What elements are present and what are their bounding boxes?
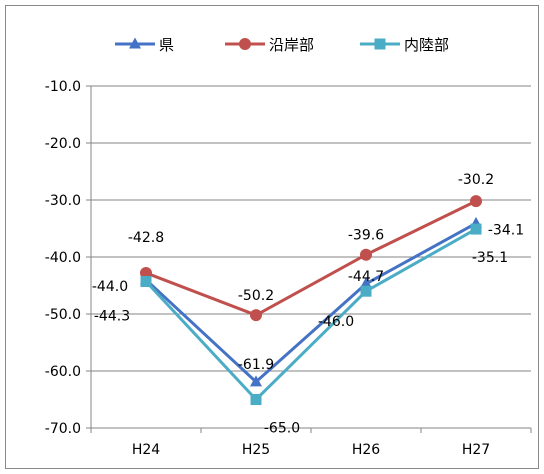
y-tick-label: -50.0 bbox=[45, 307, 81, 323]
y-tick-label: -30.0 bbox=[45, 193, 81, 209]
axes: -10.0 -20.0 -30.0 -40.0 -50.0 -60.0 -70.0 H24 H2… bbox=[45, 79, 532, 458]
data-label: -39.6 bbox=[348, 228, 384, 244]
series-lines bbox=[140, 195, 482, 405]
series-2-point bbox=[470, 195, 482, 208]
y-tick-label: -40.0 bbox=[45, 250, 81, 266]
data-label: -50.2 bbox=[238, 288, 274, 304]
y-tick-label: -10.0 bbox=[45, 79, 81, 95]
data-label: -42.8 bbox=[128, 230, 164, 246]
data-label: -44.0 bbox=[92, 279, 128, 295]
data-label: -44.7 bbox=[348, 269, 384, 285]
data-labels: -44.0 -61.9 -44.7 -34.1 -42.8 -50.2 -39.6 -30.2… bbox=[92, 172, 524, 436]
x-tick-label: H25 bbox=[242, 442, 270, 458]
legend: 県 沿岸部 内陸部 bbox=[115, 36, 449, 54]
series-3-point bbox=[470, 223, 482, 235]
y-tick-label: -60.0 bbox=[45, 364, 81, 380]
series-3-point bbox=[360, 285, 372, 297]
legend-marker bbox=[129, 37, 141, 49]
series-line-2 bbox=[145, 199, 477, 317]
data-label: -65.0 bbox=[264, 421, 300, 437]
series-2-point bbox=[250, 309, 262, 322]
data-label: -30.2 bbox=[458, 172, 494, 188]
chart-border bbox=[5, 5, 539, 469]
legend-item: 内陸部 bbox=[360, 36, 449, 54]
legend-item: 沿岸部 bbox=[225, 36, 314, 54]
y-tick-label: -20.0 bbox=[45, 136, 81, 152]
series-3-point bbox=[250, 394, 262, 405]
legend-marker bbox=[239, 38, 251, 50]
legend-label: 県 bbox=[159, 36, 174, 54]
legend-item: 県 bbox=[115, 36, 174, 54]
y-tick-label: -70.0 bbox=[45, 421, 81, 437]
series-line-1 bbox=[144, 222, 477, 384]
series-2-point bbox=[360, 248, 372, 261]
x-tick-label: H27 bbox=[462, 442, 490, 458]
grid-lines bbox=[91, 85, 531, 372]
data-label: -61.9 bbox=[238, 357, 274, 373]
legend-label: 沿岸部 bbox=[269, 36, 314, 54]
data-label: -34.1 bbox=[488, 222, 524, 238]
series-3-point bbox=[140, 276, 152, 288]
series-line-3 bbox=[144, 227, 477, 401]
data-label: -44.3 bbox=[94, 309, 130, 325]
x-tick-label: H26 bbox=[352, 442, 380, 458]
x-tick-label: H24 bbox=[132, 442, 160, 458]
legend-label: 内陸部 bbox=[404, 36, 449, 54]
series-1-point bbox=[360, 277, 372, 289]
series-1-point bbox=[250, 375, 262, 387]
data-label: -46.0 bbox=[318, 314, 354, 330]
legend-marker bbox=[374, 38, 386, 50]
data-label: -35.1 bbox=[472, 250, 508, 266]
